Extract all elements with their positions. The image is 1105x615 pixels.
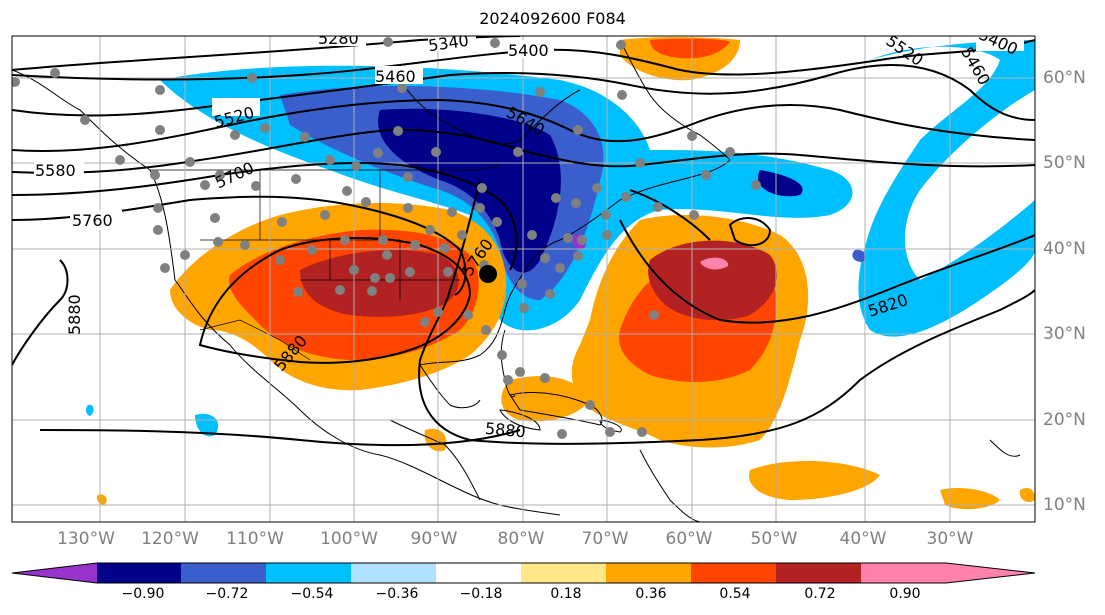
contour-label-5880-c: 5880 bbox=[484, 419, 526, 441]
lon-label: 80°W bbox=[497, 529, 545, 549]
colorbar-tick: −0.90 bbox=[121, 586, 165, 602]
colorbar-extend-high bbox=[946, 563, 1035, 583]
lat-label: 30°N bbox=[1043, 324, 1086, 344]
lon-label: 130°W bbox=[57, 529, 115, 549]
contour-label-5760-a: 5760 bbox=[72, 211, 113, 230]
lon-label: 90°W bbox=[410, 529, 458, 549]
lon-label: 70°W bbox=[581, 529, 629, 549]
lon-label: 120°W bbox=[141, 529, 199, 549]
contour-label-5340: 5340 bbox=[427, 31, 470, 55]
contour-label-5280: 5280 bbox=[318, 29, 359, 48]
colorbar-tick: 0.18 bbox=[550, 586, 582, 602]
colorbar-tick: −0.18 bbox=[459, 586, 503, 602]
contour-label-5880-a: 5880 bbox=[65, 294, 84, 335]
colorbar-tick: 0.36 bbox=[635, 586, 667, 602]
lat-label: 20°N bbox=[1043, 410, 1086, 430]
observation-points bbox=[12, 37, 761, 439]
lat-label: 60°N bbox=[1043, 68, 1086, 88]
colorbar-tick: −0.36 bbox=[375, 586, 419, 602]
colorbar bbox=[11, 562, 1036, 584]
contour-label-5460-a: 5460 bbox=[375, 67, 416, 86]
lon-label: 40°W bbox=[839, 529, 887, 549]
colorbar-extend-low bbox=[12, 563, 97, 583]
colorbar-tick: −0.54 bbox=[290, 586, 334, 602]
lon-label: 50°W bbox=[750, 529, 798, 549]
lat-label: 50°N bbox=[1043, 153, 1086, 173]
lon-label: 100°W bbox=[320, 529, 378, 549]
lat-lon-grid bbox=[12, 36, 1035, 522]
lon-label: 60°W bbox=[665, 529, 713, 549]
lon-label: 30°W bbox=[926, 529, 974, 549]
map-frame bbox=[11, 35, 1036, 523]
contour-label-5400-a: 5400 bbox=[508, 41, 549, 60]
colorbar-tick: 0.72 bbox=[804, 586, 836, 602]
location-marker-dot bbox=[479, 265, 497, 283]
colorbar-tick: −0.72 bbox=[205, 586, 249, 602]
colorbar-tick: 0.54 bbox=[719, 586, 751, 602]
colorbar-tick: 0.90 bbox=[889, 586, 921, 602]
lat-label: 10°N bbox=[1043, 495, 1086, 515]
lat-label: 40°N bbox=[1043, 239, 1086, 259]
contour-label-5580: 5580 bbox=[35, 161, 76, 180]
map-title: 2024092600 F084 bbox=[479, 9, 626, 28]
lon-label: 110°W bbox=[226, 529, 284, 549]
